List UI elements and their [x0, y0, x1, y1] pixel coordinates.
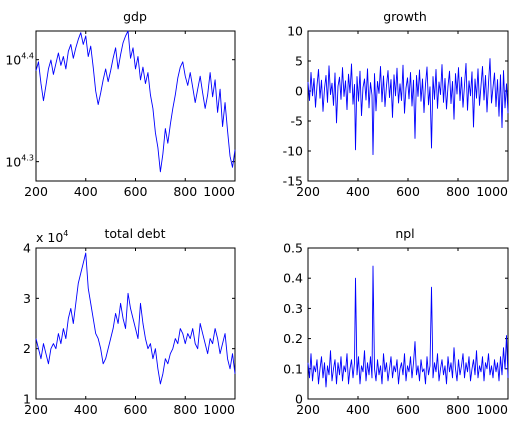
x-tick-label-gdp: 600: [124, 184, 148, 199]
panel-growth: growth 200 400 600 800 1000 -15 -10 -5 0 5 10: [283, 9, 509, 200]
x-tick-label-growth: 600: [396, 184, 420, 199]
x-tick-label-npl: 600: [396, 402, 420, 417]
x-tick-label-total-debt: 800: [173, 402, 197, 417]
series-gdp: [35, 30, 236, 173]
x-tick-label-growth: 400: [346, 184, 370, 199]
axes-npl: [307, 247, 509, 400]
series-total-debt: [35, 252, 236, 385]
x-tick-label-growth: 1000: [476, 184, 508, 199]
series-growth: [307, 58, 509, 156]
y-tick-label-growth: -10: [283, 144, 303, 159]
plot-area-gdp: [35, 30, 236, 182]
y-tick-label-total-debt: 2: [23, 341, 31, 356]
tick-labels-total-debt: 200 400 600 800 1000 1 2 3 4: [23, 241, 235, 418]
axes-growth: [307, 30, 509, 182]
title-total-debt: total debt: [104, 226, 165, 241]
x-tick-label-gdp: 200: [24, 184, 48, 199]
y-tick-label-base: 10: [5, 155, 21, 170]
x-tick-label-total-debt: 1000: [203, 402, 235, 417]
tick-labels-growth: 200 400 600 800 1000 -15 -10 -5 0 5 10: [283, 24, 508, 200]
axes-total-debt: [35, 247, 236, 400]
y-tick-label-total-debt: 4: [23, 241, 31, 256]
y-tick-label-exponent: 4.3: [21, 154, 34, 163]
y-tick-label-npl: 0.1: [283, 361, 303, 376]
x-tick-label-total-debt: 400: [74, 402, 98, 417]
x-tick-label-npl: 400: [346, 402, 370, 417]
title-growth: growth: [383, 9, 427, 24]
axis-multiplier-label: x 104: [36, 229, 68, 245]
panel-npl: npl 200 400 600 800 1000 0 0.1 0.2 0.3 0.4 0.5: [283, 226, 509, 418]
plot-area-growth: [307, 30, 509, 182]
series-line-total-debt: [35, 252, 236, 385]
title-npl: npl: [395, 226, 414, 241]
y-tick-label-total-debt: 1: [23, 392, 31, 407]
series-line-growth: [307, 58, 509, 156]
axes-gdp: [35, 31, 236, 181]
series-line-gdp: [35, 30, 236, 173]
title-gdp: gdp: [123, 9, 147, 24]
y-tick-label-growth: -15: [283, 174, 303, 189]
x-tick-label-growth: 800: [446, 184, 470, 199]
y-tick-label-npl: 0.5: [283, 241, 303, 256]
x-tick-label-growth: 200: [296, 184, 320, 199]
y-tick-label-npl: 0.2: [283, 331, 303, 346]
y-tick-label-npl: 0.3: [283, 301, 303, 316]
series-line-npl: [307, 265, 509, 388]
y-tick-label-npl: 0.4: [283, 271, 303, 286]
multiplier-exponent: 4: [63, 229, 68, 238]
y-tick-label-exponent: 4.4: [21, 52, 34, 61]
x-tick-label-gdp: 400: [74, 184, 98, 199]
x-tick-label-npl: 200: [296, 402, 320, 417]
y-tick-label-growth: -5: [291, 114, 303, 129]
series-npl: [307, 265, 509, 388]
y-tick-label-total-debt: 3: [23, 291, 31, 306]
tick-labels-npl: 200 400 600 800 1000 0 0.1 0.2 0.3 0.4 0.5: [283, 241, 508, 418]
x-tick-label-gdp: 800: [173, 184, 197, 199]
x-tick-label-npl: 800: [446, 402, 470, 417]
y-tick-label-npl: 0: [295, 392, 303, 407]
y-tick-label-base: 10: [5, 53, 21, 68]
y-tick-label-growth: 5: [295, 54, 303, 69]
x-tick-label-total-debt: 600: [124, 402, 148, 417]
x-tick-label-npl: 1000: [476, 402, 508, 417]
y-tick-label-growth: 0: [295, 84, 303, 99]
plot-area-total-debt: [35, 247, 236, 400]
x-tick-label-total-debt: 200: [24, 402, 48, 417]
y-tick-label-gdp: 104.3: [5, 154, 34, 170]
multiplier-base: x 10: [36, 230, 63, 245]
y-tick-label-growth: 10: [287, 24, 303, 39]
y-tick-label-gdp: 104.4: [5, 52, 34, 68]
x-tick-label-gdp: 1000: [203, 184, 235, 199]
